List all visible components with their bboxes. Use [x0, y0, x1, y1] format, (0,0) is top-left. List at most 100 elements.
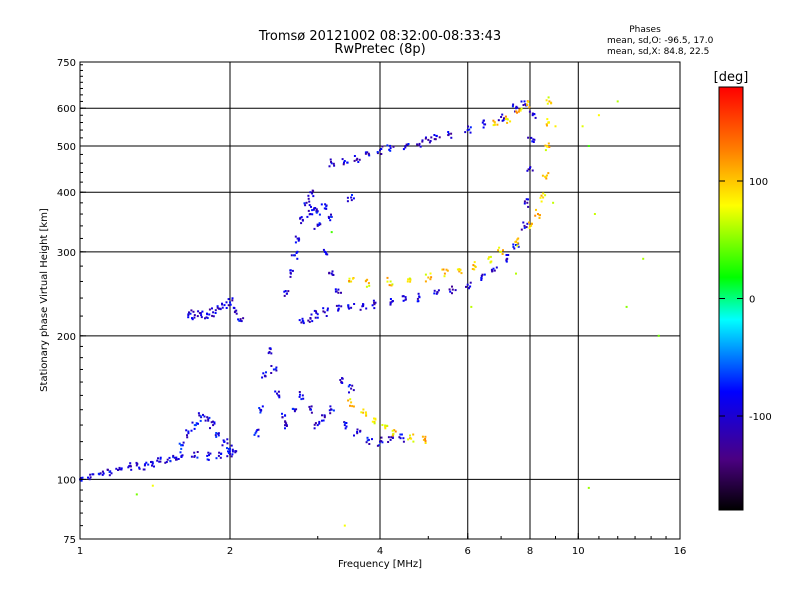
data-point	[389, 298, 392, 300]
data-point	[221, 306, 224, 309]
data-point	[118, 466, 121, 469]
data-point	[391, 437, 394, 439]
data-point	[469, 126, 472, 129]
data-point	[262, 372, 265, 375]
data-point	[364, 280, 367, 283]
data-point	[298, 238, 301, 241]
data-point	[381, 424, 384, 426]
data-point	[469, 281, 472, 284]
data-point	[208, 416, 211, 419]
data-point	[500, 116, 503, 118]
data-point	[173, 456, 176, 459]
data-point	[518, 108, 521, 111]
data-point	[412, 433, 415, 436]
data-point	[193, 427, 196, 430]
y-tick-label: 100	[57, 475, 76, 486]
data-point	[289, 275, 292, 278]
data-point	[209, 427, 211, 430]
data-point	[290, 254, 293, 257]
data-point	[203, 415, 206, 418]
data-point	[438, 136, 441, 139]
data-point	[208, 454, 210, 457]
data-point	[522, 221, 525, 224]
data-point	[234, 451, 237, 454]
data-point	[201, 310, 204, 313]
data-point	[260, 409, 263, 411]
data-point	[503, 117, 505, 120]
data-point	[309, 191, 312, 194]
data-point	[228, 450, 231, 453]
data-point	[261, 405, 264, 408]
data-point	[516, 111, 518, 114]
data-point	[425, 136, 427, 139]
data-point	[334, 288, 337, 291]
data-point	[528, 106, 531, 109]
data-point	[512, 103, 515, 106]
data-point	[214, 434, 217, 437]
data-point	[407, 438, 410, 441]
data-point	[308, 320, 311, 323]
data-point	[314, 422, 317, 425]
series-f-layer-o-mode	[298, 110, 537, 325]
data-point	[447, 134, 450, 136]
data-point	[186, 434, 188, 437]
data-point	[443, 272, 446, 275]
data-point	[376, 152, 379, 155]
data-point	[367, 152, 370, 155]
data-point	[472, 264, 475, 267]
data-point	[193, 316, 196, 319]
data-point	[499, 250, 502, 253]
phases-heading: Phases	[629, 25, 661, 35]
series-upper-spread	[306, 194, 355, 222]
data-point	[130, 468, 133, 471]
data-point	[492, 267, 495, 270]
data-point	[343, 161, 345, 164]
data-point	[546, 102, 549, 105]
data-point	[293, 408, 296, 411]
data-point	[311, 209, 314, 212]
data-point	[433, 292, 436, 295]
data-point	[138, 467, 141, 470]
data-point	[387, 436, 390, 439]
data-point	[367, 438, 370, 441]
data-point	[281, 412, 283, 415]
data-point	[232, 306, 235, 309]
data-point	[159, 456, 162, 459]
data-point	[404, 298, 407, 301]
y-tick-label: 600	[57, 104, 76, 115]
data-point	[193, 455, 196, 458]
colorbar-tick-label: 0	[749, 295, 755, 306]
data-point	[534, 214, 537, 217]
data-point	[255, 430, 258, 433]
data-point	[507, 254, 510, 256]
data-point	[524, 103, 527, 106]
data-point	[515, 107, 517, 110]
data-point	[313, 309, 316, 312]
data-point	[529, 167, 531, 170]
data-point	[523, 202, 526, 205]
y-tick-label: 200	[57, 332, 76, 343]
data-point	[356, 157, 359, 160]
data-point	[515, 244, 517, 246]
data-point	[316, 424, 319, 427]
data-point	[402, 437, 405, 440]
data-point	[329, 405, 332, 408]
data-point	[344, 421, 347, 424]
data-point	[329, 158, 332, 161]
data-point	[302, 322, 305, 325]
data-point	[341, 377, 343, 380]
data-point	[207, 418, 210, 421]
data-point	[512, 243, 515, 246]
data-point	[316, 316, 319, 319]
data-point	[498, 246, 501, 249]
data-point	[330, 160, 332, 163]
data-point	[333, 164, 336, 167]
data-point	[546, 124, 548, 127]
data-point	[89, 476, 92, 479]
x-tick-label: 8	[527, 546, 533, 557]
data-point	[483, 123, 486, 126]
data-point	[212, 424, 215, 427]
data-point	[188, 311, 190, 314]
data-point	[389, 144, 392, 147]
data-point	[193, 424, 196, 427]
